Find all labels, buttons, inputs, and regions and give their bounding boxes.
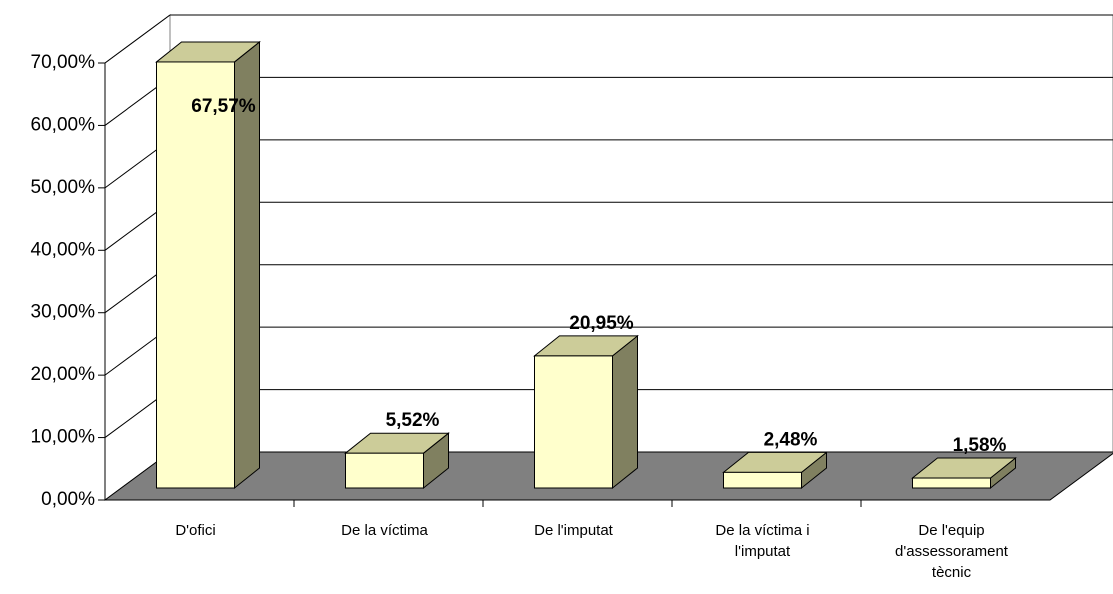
y-tick-label: 0,00% [41, 489, 95, 510]
data-label: 5,52% [386, 410, 440, 431]
y-tick-label: 40,00% [31, 239, 96, 260]
x-tick-label: D'ofici [175, 522, 216, 539]
data-label: 67,57% [191, 96, 256, 117]
x-tick-label: De l'equip d'assessorament tècnic [895, 522, 1008, 581]
y-tick-label: 50,00% [31, 177, 96, 198]
x-tick-label: De la víctima i l'imputat [715, 522, 810, 560]
bar [912, 477, 991, 489]
back-wall [169, 14, 1113, 453]
y-tick-label: 60,00% [31, 114, 96, 135]
x-tick-label: De la víctima [341, 522, 428, 539]
bar [534, 355, 613, 489]
data-label: 1,58% [953, 435, 1007, 456]
grid-line [104, 14, 171, 64]
y-tick-label: 10,00% [31, 427, 96, 448]
bar [723, 471, 802, 489]
y-tick-label: 20,00% [31, 364, 96, 385]
x-tick-label: De l'imputat [534, 522, 613, 539]
bar-side [612, 334, 638, 490]
y-tick-label: 70,00% [31, 52, 96, 73]
y-tick-label: 30,00% [31, 302, 96, 323]
bar [345, 452, 424, 489]
data-label: 20,95% [569, 313, 634, 334]
data-label: 2,48% [764, 429, 818, 450]
bar [156, 61, 235, 489]
